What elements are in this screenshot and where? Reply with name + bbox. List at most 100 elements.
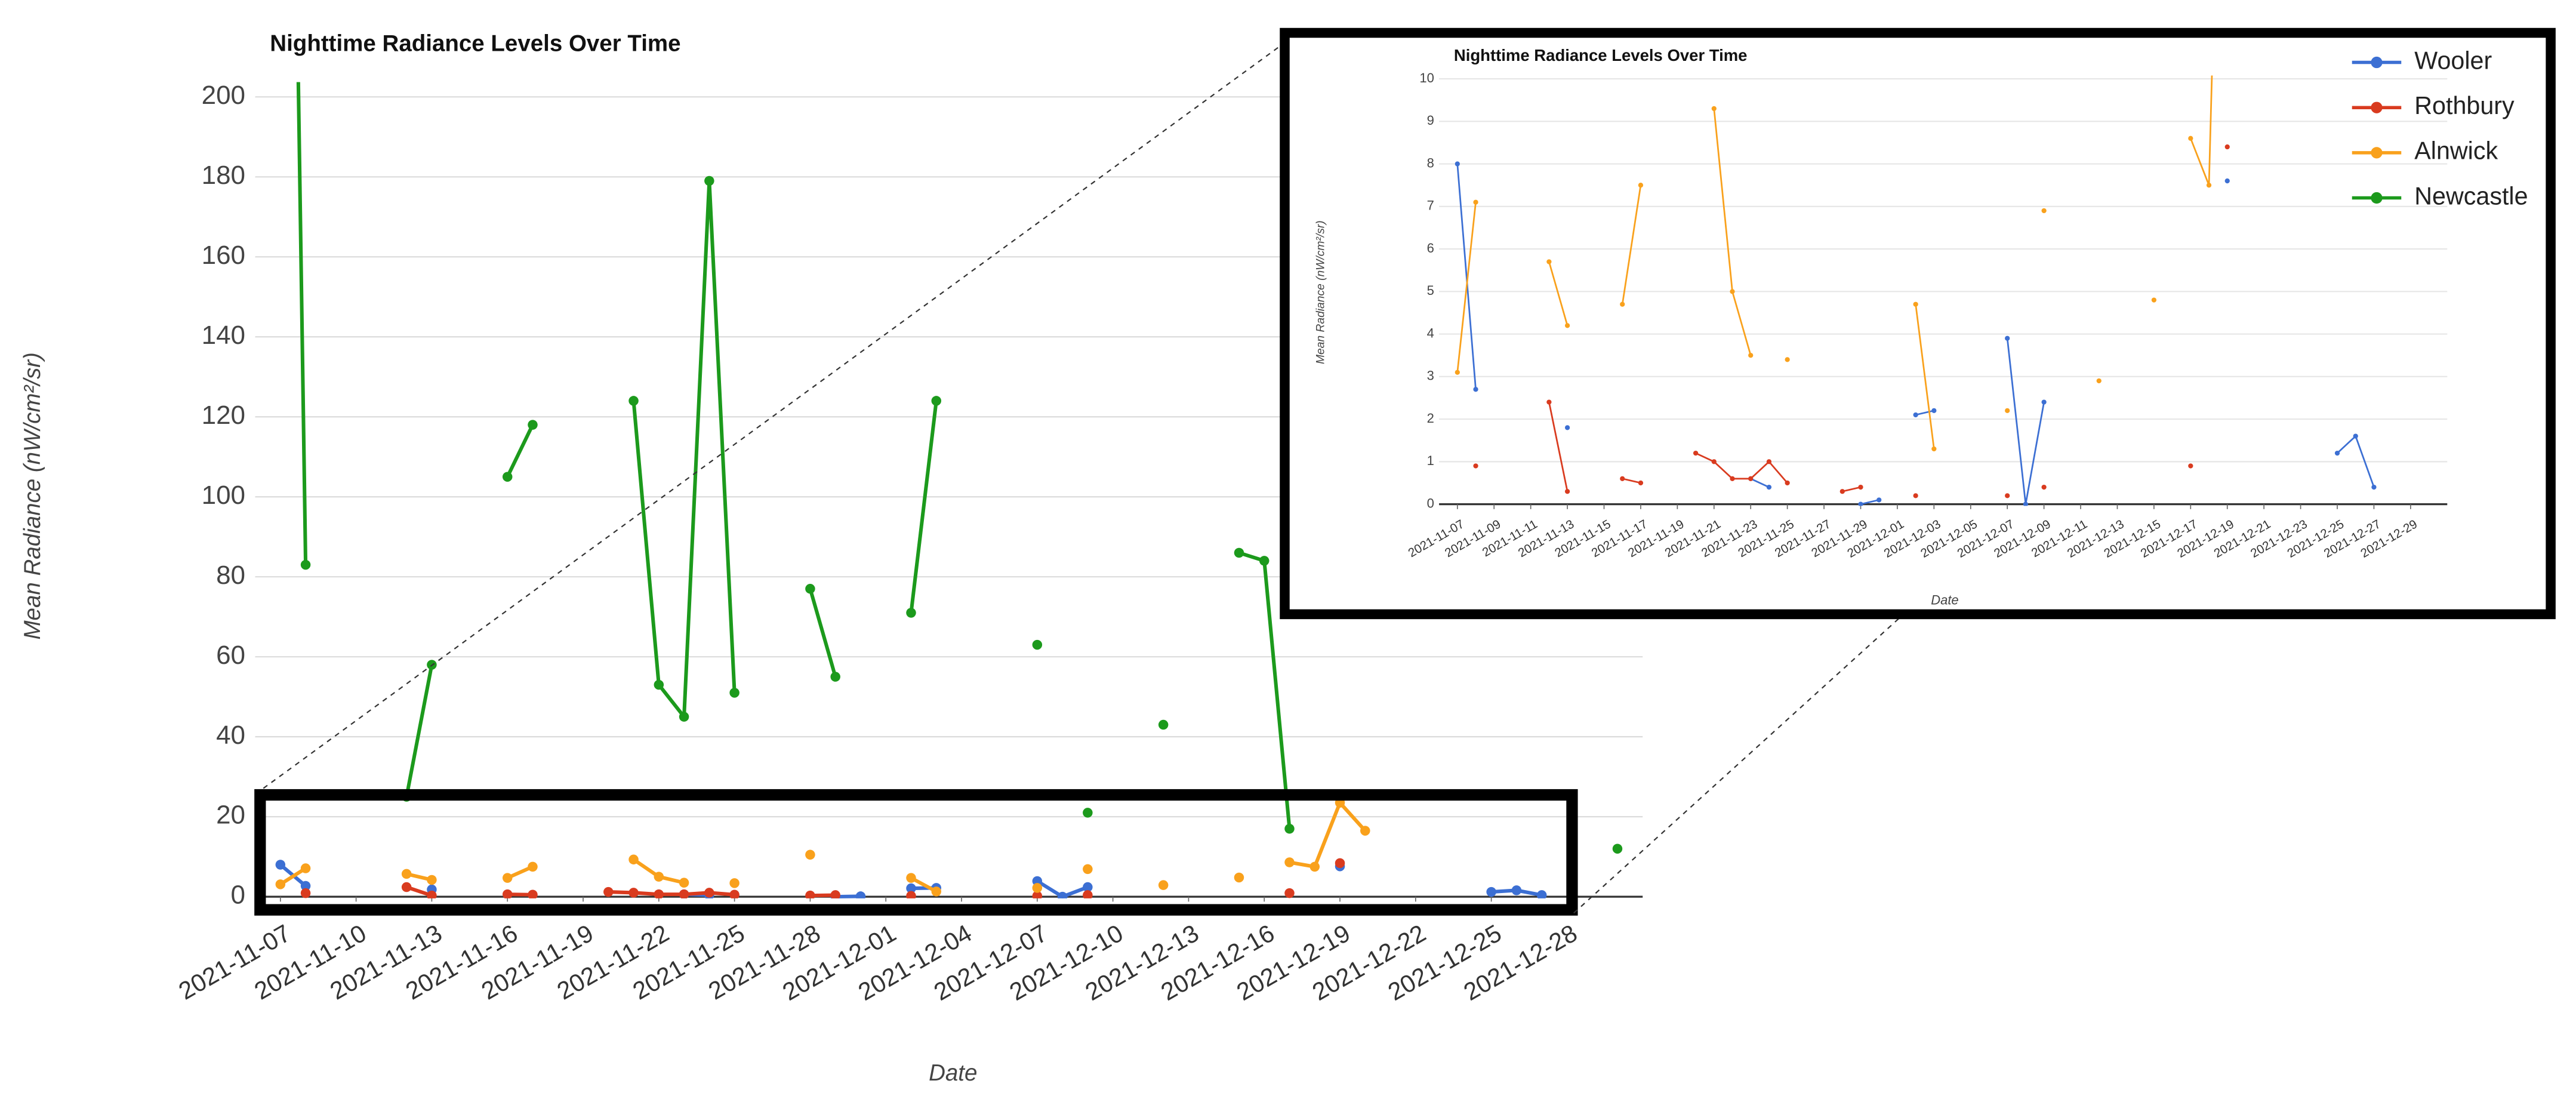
- y-tick-label: 80: [216, 561, 245, 590]
- y-tick-label: 200: [202, 81, 245, 110]
- series-line: [506, 424, 535, 478]
- data-point: [603, 886, 614, 897]
- plot-area: [1455, 75, 2377, 506]
- data-point: [1032, 639, 1043, 650]
- data-point: [830, 672, 840, 682]
- series-line: [2190, 75, 2213, 186]
- data-point: [427, 890, 437, 898]
- data-point: [1931, 446, 1937, 452]
- data-point: [1931, 408, 1937, 413]
- data-point: [1748, 353, 1754, 358]
- y-tick-label: 6: [1427, 241, 1434, 256]
- data-point: [2023, 501, 2029, 506]
- data-point: [1259, 556, 1269, 566]
- y-tick-label: 3: [1427, 368, 1434, 383]
- data-point: [1620, 476, 1625, 481]
- data-point: [679, 712, 689, 722]
- legend-label: Wooler: [2414, 47, 2492, 74]
- data-point: [1638, 183, 1644, 188]
- data-point: [729, 878, 739, 888]
- data-point: [1284, 888, 1295, 898]
- data-point: [1748, 476, 1754, 481]
- y-tick-label: 5: [1427, 283, 1434, 298]
- data-point: [931, 396, 942, 406]
- data-point: [2005, 335, 2010, 341]
- y-tick-label: 4: [1427, 325, 1434, 340]
- y-tick-label: 8: [1427, 155, 1434, 170]
- series-line: [1289, 801, 1367, 869]
- data-point: [1612, 844, 1623, 854]
- data-point: [401, 869, 412, 879]
- data-point: [729, 688, 739, 698]
- y-tick-label: 10: [1419, 70, 1434, 85]
- data-point: [906, 883, 916, 894]
- data-point: [654, 872, 664, 882]
- data-point: [1858, 501, 1863, 506]
- data-point: [805, 584, 815, 594]
- data-point: [2188, 136, 2193, 141]
- series-line: [909, 401, 938, 613]
- series-line: [1915, 304, 1935, 450]
- data-point: [628, 396, 639, 406]
- data-point: [1473, 199, 1478, 205]
- series-line: [1842, 486, 1861, 492]
- y-axis-label: Mean Radiance (nW/cm²/sr): [1315, 220, 1327, 364]
- data-point: [1913, 301, 1918, 307]
- series-line: [1548, 261, 1569, 326]
- legend-swatch: [2371, 101, 2383, 113]
- data-point: [1620, 301, 1625, 307]
- data-point: [2334, 450, 2340, 456]
- data-point: [275, 860, 286, 870]
- data-point: [830, 890, 840, 898]
- x-axis-label: Date: [1931, 592, 1958, 607]
- y-tick-label: 2: [1427, 411, 1434, 426]
- series-line: [1621, 184, 1642, 304]
- data-point: [401, 882, 412, 892]
- zoom-connector: [263, 42, 1286, 789]
- data-point: [2224, 144, 2230, 150]
- y-tick-label: 0: [1427, 495, 1434, 510]
- data-point: [704, 888, 714, 898]
- data-point: [1083, 882, 1093, 892]
- data-point: [679, 889, 689, 898]
- data-point: [1913, 493, 1918, 498]
- data-point: [1785, 480, 1790, 486]
- chart-title: Nighttime Radiance Levels Over Time: [270, 30, 680, 56]
- series-line: [808, 588, 837, 678]
- data-point: [300, 863, 311, 873]
- data-point: [906, 873, 916, 883]
- data-point: [2371, 484, 2377, 490]
- data-point: [502, 472, 513, 482]
- data-point: [2206, 183, 2212, 188]
- y-tick-label: 140: [202, 321, 245, 350]
- data-point: [1234, 547, 1244, 558]
- data-point: [1234, 872, 1244, 883]
- data-point: [2353, 433, 2358, 439]
- series-line: [1548, 402, 1569, 492]
- data-point: [1455, 161, 1460, 167]
- legend-swatch: [2371, 147, 2383, 159]
- data-point: [931, 886, 942, 897]
- data-point: [1486, 886, 1496, 897]
- data-point: [1335, 858, 1345, 869]
- data-point: [2041, 208, 2047, 214]
- data-point: [1032, 876, 1043, 886]
- data-point: [654, 889, 664, 898]
- data-point: [729, 889, 739, 898]
- y-tick-label: 160: [202, 241, 245, 270]
- data-point: [805, 890, 815, 898]
- data-point: [2096, 378, 2102, 384]
- data-point: [528, 420, 538, 430]
- data-point: [1730, 289, 1735, 294]
- series-line: [279, 866, 307, 886]
- data-point: [906, 608, 916, 618]
- data-point: [704, 176, 714, 186]
- series-line: [296, 82, 308, 565]
- data-point: [1564, 489, 1570, 494]
- data-point: [1158, 880, 1169, 890]
- data-point: [1455, 370, 1460, 375]
- y-tick-label: 40: [216, 721, 245, 750]
- data-point: [427, 875, 437, 885]
